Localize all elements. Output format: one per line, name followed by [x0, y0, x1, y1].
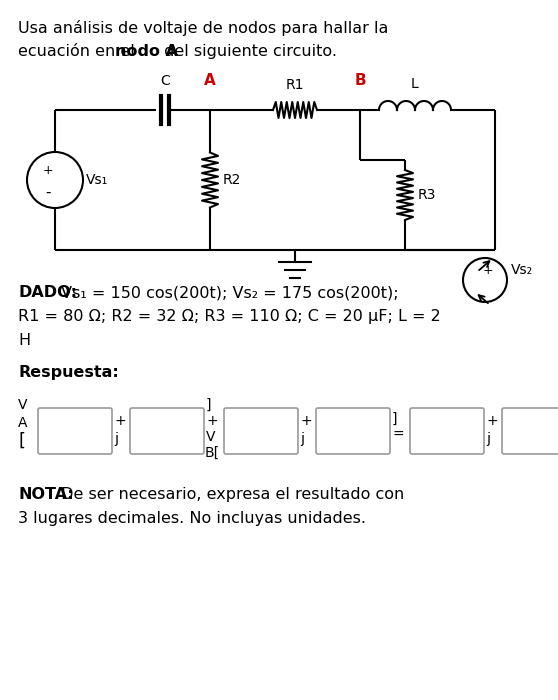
Text: Vs₂: Vs₂ — [511, 263, 533, 277]
Text: +: + — [114, 414, 126, 428]
Text: L: L — [411, 77, 419, 91]
FancyBboxPatch shape — [130, 408, 204, 454]
Text: 3 lugares decimales. No incluyas unidades.: 3 lugares decimales. No incluyas unidade… — [18, 511, 366, 526]
Text: V: V — [18, 398, 27, 412]
Text: +: + — [486, 414, 498, 428]
Text: R1: R1 — [286, 78, 304, 92]
Text: Respuesta:: Respuesta: — [18, 365, 119, 380]
Text: V: V — [206, 430, 215, 444]
Text: [: [ — [18, 432, 25, 450]
FancyBboxPatch shape — [502, 408, 558, 454]
FancyBboxPatch shape — [224, 408, 298, 454]
Text: Usa análisis de voltaje de nodos para hallar la: Usa análisis de voltaje de nodos para ha… — [18, 20, 388, 36]
Text: NOTA:: NOTA: — [18, 487, 74, 502]
Text: H: H — [18, 333, 30, 348]
Text: j: j — [486, 432, 490, 446]
Text: DADO:: DADO: — [18, 285, 77, 300]
Text: del siguiente circuito.: del siguiente circuito. — [159, 44, 337, 59]
Text: De ser necesario, expresa el resultado con: De ser necesario, expresa el resultado c… — [56, 487, 405, 502]
Text: B: B — [354, 73, 366, 88]
Text: ]: ] — [206, 398, 211, 412]
Text: A: A — [204, 73, 216, 88]
Text: -: - — [45, 185, 51, 200]
Text: j: j — [114, 432, 118, 446]
FancyBboxPatch shape — [316, 408, 390, 454]
Text: +: + — [43, 164, 54, 176]
FancyBboxPatch shape — [38, 408, 112, 454]
Text: +: + — [483, 263, 493, 276]
Text: Vs₁: Vs₁ — [86, 173, 108, 187]
Text: C: C — [160, 74, 170, 88]
Text: nodo A: nodo A — [115, 44, 178, 59]
Text: ecuación en el: ecuación en el — [18, 44, 140, 59]
Text: B[: B[ — [205, 446, 220, 460]
FancyBboxPatch shape — [410, 408, 484, 454]
Text: +: + — [206, 414, 218, 428]
Text: R1 = 80 Ω; R2 = 32 Ω; R3 = 110 Ω; C = 20 μF; L = 2: R1 = 80 Ω; R2 = 32 Ω; R3 = 110 Ω; C = 20… — [18, 309, 441, 324]
Text: +: + — [300, 414, 311, 428]
Text: Vs₁ = 150 cos(200t); Vs₂ = 175 cos(200t);: Vs₁ = 150 cos(200t); Vs₂ = 175 cos(200t)… — [56, 285, 399, 300]
Text: =: = — [393, 428, 405, 442]
Text: A: A — [18, 416, 27, 430]
Text: j: j — [300, 432, 304, 446]
Text: R2: R2 — [223, 173, 242, 187]
Text: R3: R3 — [418, 188, 436, 202]
Text: ]: ] — [392, 412, 397, 426]
